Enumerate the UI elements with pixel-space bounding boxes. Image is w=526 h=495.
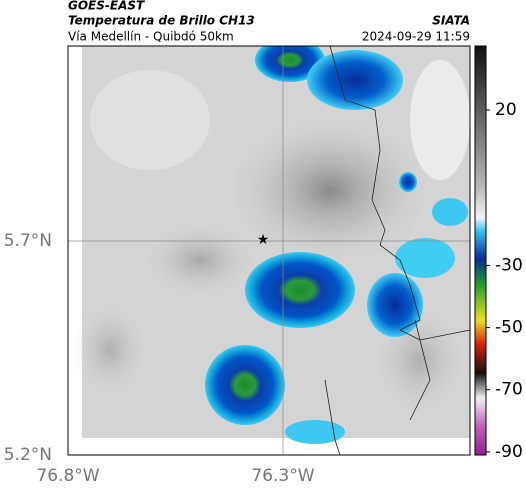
map-frame [67,45,471,456]
colorbar [474,45,487,456]
lat-label: 5.7°N [4,231,52,251]
colorbar-tick-label: -90 [495,442,523,462]
brand: SIATA [432,14,470,28]
lat-label: 5.2°N [4,445,52,465]
colorbar-tick-label: 20 [495,100,517,120]
svg-text:★: ★ [257,232,270,248]
map: ★ [68,46,470,455]
timestamp: 2024-09-29 11:59 [362,30,470,44]
colorbar-ticks: 20 -30 -50 -70 -90 [486,100,523,462]
subtitle: Vía Medellín - Quibdó 50km [68,30,234,44]
lon-label: 76.3°W [251,466,314,486]
colorbar-tick-label: -50 [495,318,523,338]
colorbar-tick-label: -30 [495,255,523,275]
source: GOES-EAST [68,0,145,13]
colorbar-tick-label: -70 [495,380,523,400]
lon-label: 76.8°W [36,466,99,486]
title: Temperatura de Brillo CH13 [68,14,255,28]
